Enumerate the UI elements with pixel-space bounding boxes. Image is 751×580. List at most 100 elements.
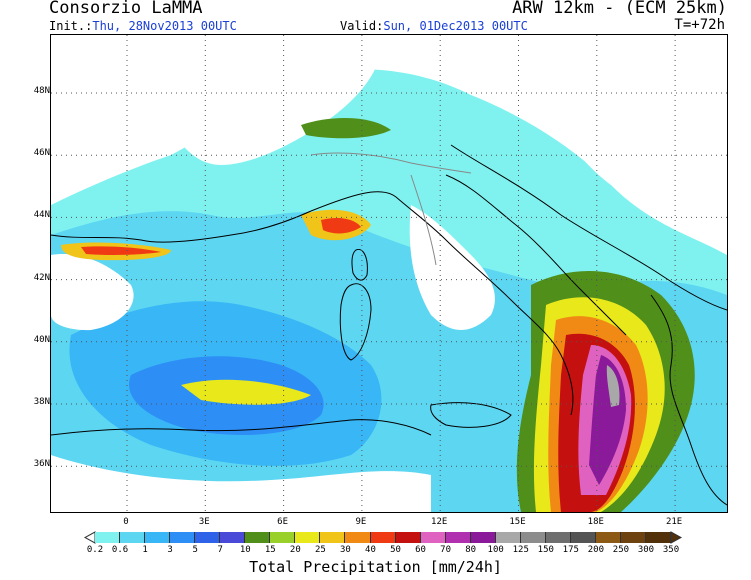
lat-label: 40N [33,334,50,345]
colorbar-swatch [220,532,246,543]
coast-corsica [351,248,368,281]
colorbar-swatch [595,532,621,543]
colorbar-label: 3 [167,545,173,555]
lat-label: 38N [33,397,50,407]
init-value: Thu, 28Nov2013 00UTC [92,19,237,33]
precip-alps [301,118,391,139]
colorbar-swatch [295,532,321,543]
colorbar-swatch [245,532,271,543]
borders [310,152,472,266]
colorbar-swatch [495,532,521,543]
colorbar-left-arrow [83,531,96,544]
colorbar-swatch [270,532,296,543]
colorbar-label: 80 [465,545,477,555]
colorbar-swatch [445,532,471,543]
colorbar-swatch [545,532,571,543]
colorbar-label: 20 [289,545,301,555]
colorbar-label: 1 [142,545,148,555]
lon-label: 3E [198,517,210,527]
colorbar-swatch [145,532,171,543]
border-alps [310,152,472,174]
colorbar-label: 10 [239,545,251,555]
lon-label: 15E [509,517,526,527]
lat-label: 44N [33,210,50,221]
valid-time: Valid:Sun, 01Dec2013 00UTC [340,19,528,33]
colorbar-swatch [470,532,496,543]
colorbar-swatch [620,532,647,543]
precipitation-map [50,34,728,513]
lat-label: 46N [33,148,50,159]
lon-label: 0 [123,517,129,527]
coast-greece [650,294,727,506]
colorbar-label: 0.6 [111,545,129,555]
coast-balkans [450,144,727,311]
map-canvas [51,35,727,512]
precip-ligurian-core [321,217,361,234]
colorbar-label: 40 [365,545,376,555]
colorbar-swatch [95,532,121,543]
init-time: Init.:Thu, 28Nov2013 00UTC [49,19,237,33]
colorbar-label: 200 [587,545,604,555]
coast-sicily [430,402,512,428]
colorbar-label: 150 [537,545,554,555]
colorbar-label: 30 [340,545,351,555]
colorbar-label: 15 [264,545,276,555]
lat-label: 36N [33,459,50,470]
coast-italy-adriatic [445,174,627,336]
colorbar-swatch [320,532,346,543]
colorbar-label: 100 [487,545,504,555]
coast-africa [51,419,432,436]
lon-label: 18E [587,517,604,527]
valid-label: Valid: [340,19,384,33]
coast-france-spain [51,210,312,243]
lon-label: 9E [355,517,367,527]
colorbar-label: 125 [512,545,529,555]
precip-band-west-core [81,246,161,256]
forecast-step: T=+72h [674,17,725,33]
colorbar-swatch [120,532,146,543]
colorbar-swatch [570,532,596,543]
valid-value: Sun, 01Dec2013 00UTC [383,19,528,33]
coast-italy [310,191,574,416]
colorbar-swatch [370,532,396,543]
init-label: Init.: [49,19,93,33]
colorbar-swatch [170,532,196,543]
colorbar-label: 7 [217,545,223,555]
colorbar [95,532,672,543]
colorbar-swatch [420,532,446,543]
colorbar-label: 70 [440,545,452,555]
colorbar-swatch [195,532,221,543]
lon-label: 21E [665,517,683,527]
colorbar-label: 60 [415,545,426,555]
colorbar-label: 350 [662,545,680,555]
model-title: ARW 12km - (ECM 25km) [512,0,727,18]
colorbar-swatch [520,532,546,543]
dry-area-balkans [531,35,727,225]
colorbar-swatch [345,532,371,543]
colorbar-swatch [395,532,421,543]
colorbar-label: 25 [314,545,326,555]
colorbar-swatch [646,532,672,543]
colorbar-label: 175 [562,545,579,555]
lat-label: 48N [33,86,50,96]
precip-band-south [181,379,311,405]
coast-sardinia [339,283,372,361]
dry-area-spain [51,254,134,331]
coastlines [51,144,727,506]
colorbar-label: 50 [390,545,401,555]
colorbar-label: 300 [637,545,655,555]
border-italy-inner [410,174,437,266]
precip-heavy-gray [606,365,620,407]
dry-area-africa [51,455,431,512]
lon-label: 6E [277,517,289,527]
dry-area-france [159,37,381,165]
colorbar-right-arrow [670,531,683,544]
dry-area-italy [409,205,495,330]
colorbar-label: 250 [612,545,630,555]
colorbar-label: 5 [192,545,198,555]
lon-label: 12E [431,517,448,527]
lat-label: 42N [33,272,50,283]
colorbar-title: Total Precipitation [mm/24h] [249,558,502,576]
org-title: Consorzio LaMMA [49,0,203,18]
colorbar-label: 0.2 [86,545,104,555]
